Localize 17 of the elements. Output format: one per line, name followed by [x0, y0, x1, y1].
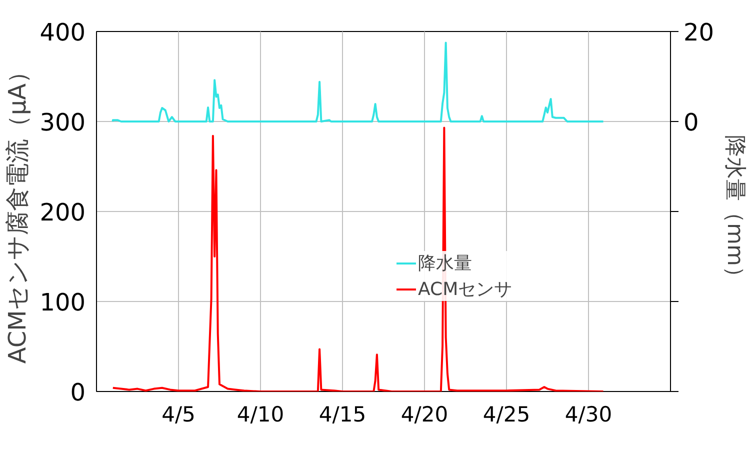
y2-tick-label: 0	[684, 108, 699, 136]
y-tick-label: 300	[40, 108, 86, 136]
x-tick-label: 4/15	[318, 402, 366, 426]
x-tick-label: 4/30	[564, 402, 612, 426]
y-tick-label: 200	[40, 198, 86, 226]
x-tick-label: 4/20	[400, 402, 448, 426]
y-tick-label: 0	[70, 378, 86, 406]
x-tick-label: 4/10	[236, 402, 284, 426]
y2-axis-title: 降水量（mm）	[722, 135, 748, 288]
legend-label: 降水量	[418, 252, 472, 275]
legend-label: ACMセンサ	[418, 278, 512, 301]
y-axis-title: ACMセンサ腐食電流（μA）	[4, 59, 32, 364]
y-tick-label: 400	[40, 18, 86, 46]
x-tick-label: 4/5	[162, 402, 196, 426]
y2-tick-label: 20	[684, 18, 714, 46]
y-tick-label: 100	[40, 288, 86, 316]
x-tick-label: 4/25	[482, 402, 530, 426]
